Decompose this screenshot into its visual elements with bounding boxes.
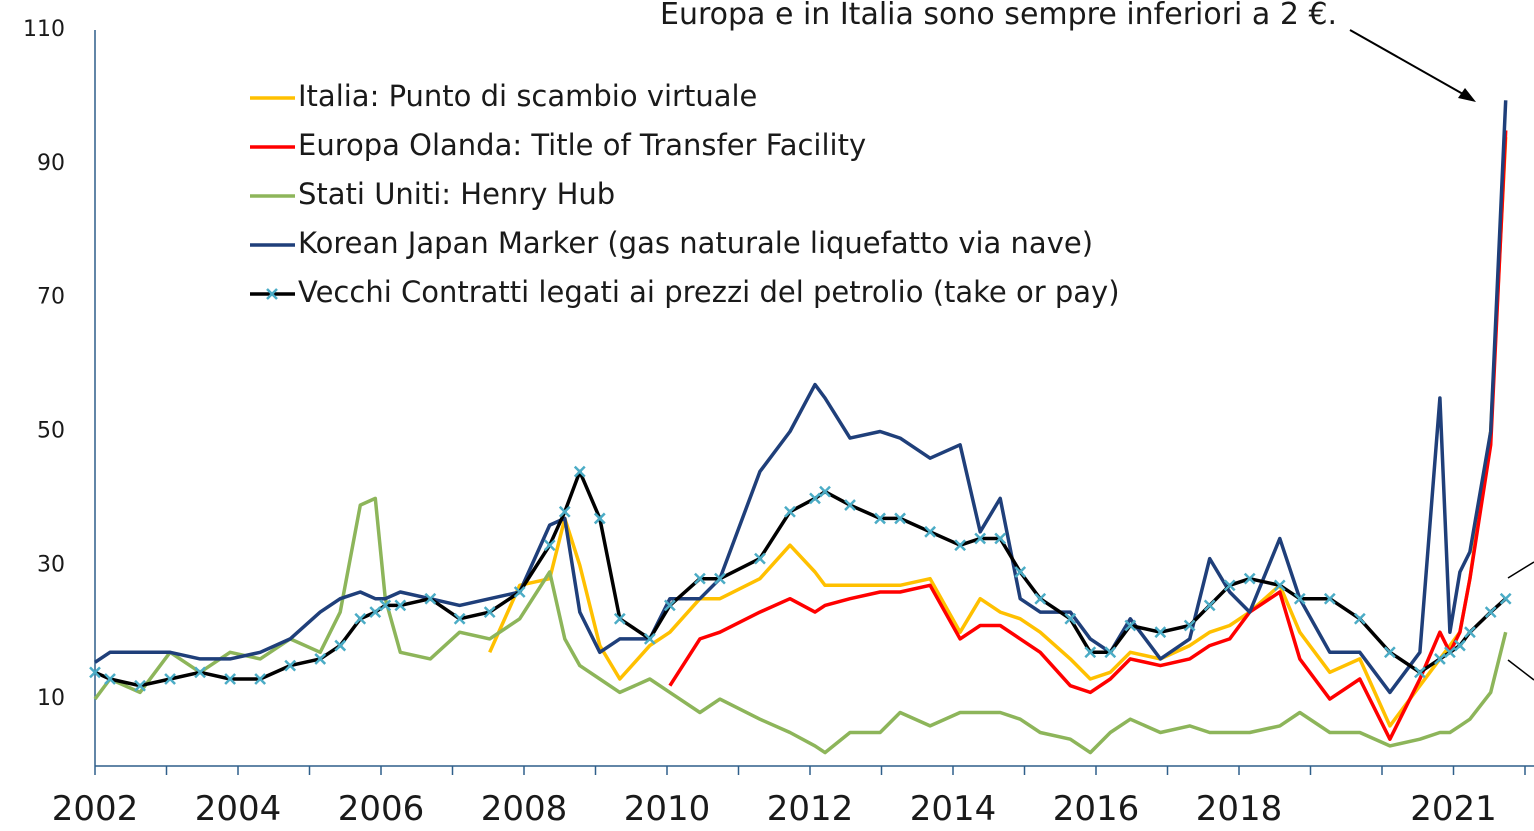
- legend-label: Vecchi Contratti legati ai prezzi del pe…: [298, 275, 1120, 309]
- marker: [1154, 626, 1167, 639]
- x-tick-label: 2008: [481, 789, 568, 829]
- y-tick-label: 10: [37, 686, 65, 711]
- marker: [1124, 619, 1137, 632]
- marker: [1203, 599, 1216, 612]
- series-line: [93, 496, 1508, 755]
- marker: [1293, 592, 1306, 605]
- marker: [254, 673, 267, 685]
- marker: [1084, 646, 1097, 659]
- marker: [483, 606, 496, 618]
- marker: [334, 639, 347, 652]
- arrow-head: [1458, 88, 1476, 102]
- marker: [134, 679, 146, 692]
- marker: [1323, 592, 1336, 605]
- y-tick-label: 50: [37, 418, 65, 443]
- marker: [1484, 606, 1497, 618]
- marker: [1414, 666, 1426, 679]
- series-line: [668, 130, 1508, 741]
- marker: [424, 592, 437, 605]
- marker: [643, 632, 656, 645]
- marker: [379, 599, 392, 612]
- marker: [784, 505, 796, 518]
- marker: [1183, 619, 1196, 632]
- legend-marker: [266, 288, 278, 300]
- marker: [1353, 612, 1366, 625]
- marker: [284, 659, 297, 672]
- marker: [558, 505, 571, 518]
- legend-label: Italia: Punto di scambio virtuale: [298, 79, 757, 113]
- marker: [1223, 579, 1236, 592]
- marker: [1104, 646, 1117, 659]
- legend-label: Korean Japan Marker (gas naturale liquef…: [298, 226, 1093, 260]
- marker: [354, 612, 367, 625]
- x-tick-label: 2002: [52, 789, 139, 829]
- marker: [1243, 572, 1256, 585]
- marker: [1014, 566, 1027, 578]
- y-tick-label: 90: [37, 151, 65, 176]
- callout-line: [1507, 561, 1534, 579]
- marker: [1034, 592, 1047, 605]
- x-tick-label: 2010: [624, 789, 711, 829]
- marker: [924, 525, 937, 538]
- marker: [844, 499, 856, 511]
- marker: [974, 532, 987, 545]
- marker: [314, 653, 327, 665]
- marker: [1499, 592, 1512, 605]
- series-line: [488, 137, 1508, 728]
- callout-line: [1507, 659, 1534, 681]
- marker: [894, 512, 906, 525]
- legend-label: Europa Olanda: Title of Transfer Facilit…: [298, 128, 866, 162]
- marker: [164, 673, 176, 685]
- marker: [874, 512, 886, 525]
- marker: [954, 539, 967, 552]
- annotation-arrow: [1349, 29, 1471, 99]
- marker: [694, 572, 706, 585]
- marker: [453, 612, 466, 625]
- marker: [394, 599, 407, 612]
- marker: [994, 532, 1007, 545]
- marker: [1273, 579, 1286, 592]
- marker: [543, 539, 556, 552]
- y-tick-label: 30: [37, 552, 65, 577]
- marker: [809, 492, 821, 505]
- marker: [89, 666, 101, 679]
- y-tick-label: 110: [23, 17, 65, 42]
- annotation: Europa e in Italia sono sempre inferiori…: [660, 0, 1337, 32]
- marker: [1064, 612, 1077, 625]
- marker: [194, 666, 206, 679]
- x-tick-label: 2018: [1196, 789, 1283, 829]
- marker: [1444, 646, 1456, 659]
- x-tick-label: 2021: [1410, 789, 1497, 829]
- marker: [593, 512, 606, 525]
- marker: [663, 599, 676, 612]
- legend-label: Stati Uniti: Henry Hub: [298, 177, 615, 211]
- marker: [104, 673, 116, 685]
- x-tick-label: 2006: [338, 789, 425, 829]
- marker: [1454, 639, 1466, 652]
- marker: [714, 572, 726, 585]
- marker: [224, 673, 237, 685]
- marker: [1434, 653, 1446, 665]
- x-tick-label: 2016: [1053, 789, 1140, 829]
- x-tick-label: 2004: [195, 789, 282, 829]
- marker: [513, 586, 526, 598]
- marker: [1383, 646, 1396, 659]
- y-tick-label: 70: [37, 285, 65, 310]
- marker: [1464, 626, 1476, 639]
- marker: [819, 485, 831, 498]
- marker: [754, 552, 766, 565]
- marker: [369, 606, 382, 618]
- marker: [613, 612, 626, 625]
- x-tick-label: 2012: [767, 789, 854, 829]
- marker: [573, 465, 586, 478]
- x-tick-label: 2014: [910, 789, 997, 829]
